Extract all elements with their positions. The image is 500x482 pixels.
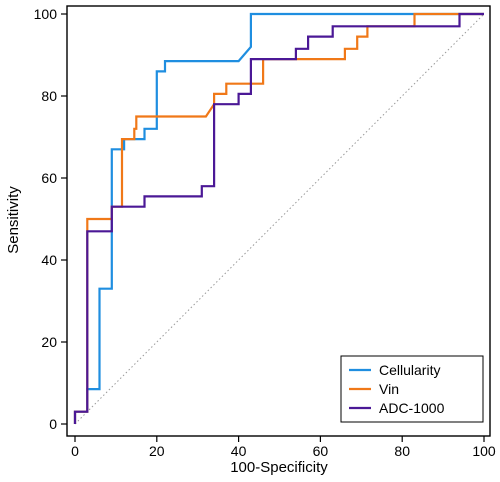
series-layer xyxy=(73,12,484,424)
x-tick-label: 100 xyxy=(472,443,496,459)
y-tick-label: 0 xyxy=(49,416,57,432)
y-tick-label: 20 xyxy=(41,334,57,350)
x-axis-label: 100-Specificity xyxy=(230,459,328,476)
x-tick-label: 20 xyxy=(149,443,165,459)
axis-ticks: 0 20 40 60 80 100 0 20 40 60 80 100 xyxy=(34,6,496,459)
legend-label: Cellularity xyxy=(379,362,440,378)
x-tick-label: 60 xyxy=(313,443,329,459)
x-tick-label: 0 xyxy=(71,443,79,459)
y-tick-label: 80 xyxy=(41,88,57,104)
y-tick-label: 40 xyxy=(41,252,57,268)
y-tick-label: 100 xyxy=(34,6,58,22)
legend-label: ADC-1000 xyxy=(379,400,445,416)
reference-diagonal-layer xyxy=(74,13,485,425)
x-tick-label: 80 xyxy=(394,443,410,459)
x-tick-label: 40 xyxy=(231,443,247,459)
series-line-adc-1000 xyxy=(73,12,484,424)
y-tick-label: 60 xyxy=(41,170,57,186)
plot-border xyxy=(66,5,491,437)
y-axis-label: Sensitivity xyxy=(5,186,22,254)
legend: Cellularity Vin ADC-1000 xyxy=(340,355,484,423)
plot-frame xyxy=(66,5,491,437)
legend-label: Vin xyxy=(379,381,399,397)
reference-diagonal-line xyxy=(74,13,485,425)
